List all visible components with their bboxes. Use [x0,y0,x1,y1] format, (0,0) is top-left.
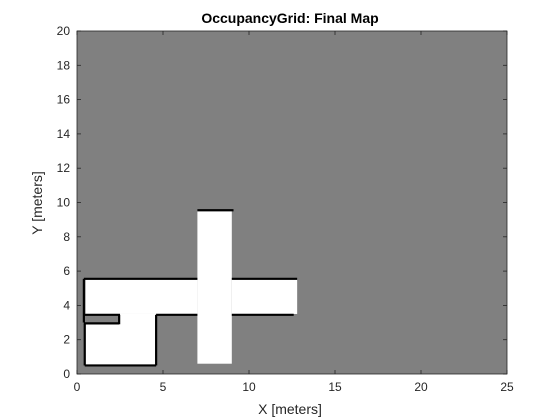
y-tick-label: 6 [63,264,70,278]
y-tick-label: 20 [57,24,71,38]
y-axis-ticks: 0 2 4 6 8 10 12 14 16 18 20 [57,24,507,381]
y-tick-label: 4 [63,298,70,312]
chart-title: OccupancyGrid: Final Map [201,10,378,26]
y-tick-label: 12 [57,161,71,175]
y-tick-label: 2 [63,333,70,347]
y-tick-label: 14 [57,127,71,141]
y-tick-label: 16 [57,93,71,107]
x-tick-label: 15 [328,380,342,394]
free-region-lower-left-link [120,313,157,366]
x-tick-label: 25 [500,380,514,394]
y-tick-label: 0 [63,367,70,381]
free-space-layer [85,211,298,366]
x-tick-label: 0 [74,380,81,394]
free-region-right-corridor [231,279,298,314]
free-region-central-vertical [197,211,232,364]
x-tick-label: 20 [414,380,428,394]
occupied-cells-layer [82,209,298,367]
free-region-corridor [85,279,198,314]
y-axis-label: Y [meters] [29,171,45,235]
x-tick-label: 5 [160,380,167,394]
x-axis-label: X [meters] [258,401,322,417]
y-tick-label: 10 [57,196,71,210]
y-tick-label: 8 [63,230,70,244]
x-tick-label: 10 [242,380,256,394]
y-tick-label: 18 [57,58,71,72]
x-axis-ticks: 0 5 10 15 20 25 [74,31,514,394]
